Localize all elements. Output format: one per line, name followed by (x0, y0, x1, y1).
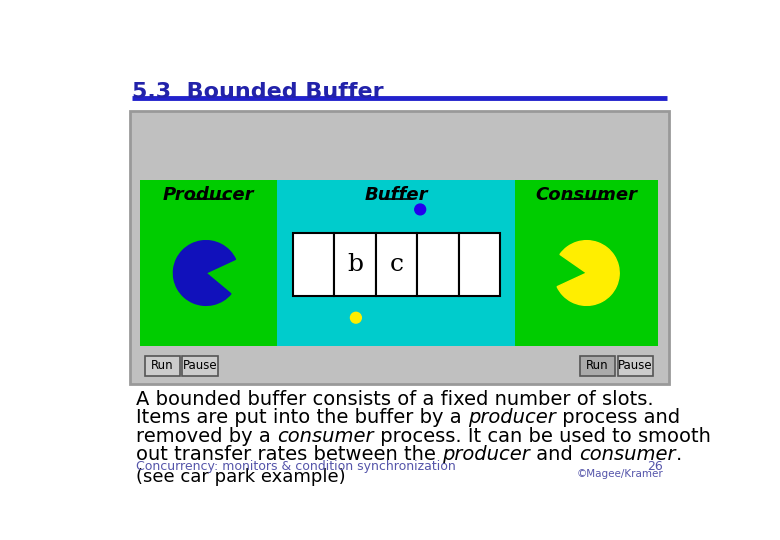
FancyBboxPatch shape (580, 356, 615, 376)
Text: 5.3  Bounded Buffer: 5.3 Bounded Buffer (133, 82, 384, 102)
Text: Buffer: Buffer (364, 186, 428, 205)
Text: consumer: consumer (579, 445, 675, 464)
FancyBboxPatch shape (618, 356, 653, 376)
FancyBboxPatch shape (182, 356, 218, 376)
Text: producer: producer (442, 445, 530, 464)
Bar (292, 233, 335, 296)
Circle shape (415, 204, 426, 215)
Text: consumer: consumer (277, 427, 374, 446)
Text: Items are put into the buffer by a: Items are put into the buffer by a (136, 408, 468, 427)
Text: Run: Run (586, 360, 608, 373)
Text: (see car park example): (see car park example) (136, 468, 346, 487)
Bar (335, 233, 376, 296)
Text: c: c (389, 253, 403, 276)
FancyBboxPatch shape (130, 111, 669, 384)
Text: Concurrency: monitors & condition synchronization: Concurrency: monitors & condition synchr… (136, 460, 456, 473)
Wedge shape (557, 241, 619, 305)
Text: process. It can be used to smooth: process. It can be used to smooth (374, 427, 711, 446)
FancyBboxPatch shape (516, 180, 658, 346)
Text: process and: process and (556, 408, 680, 427)
Circle shape (350, 312, 361, 323)
Text: Run: Run (151, 360, 174, 373)
FancyBboxPatch shape (278, 180, 516, 346)
Text: b: b (347, 253, 363, 276)
Bar (376, 233, 417, 296)
Text: Pause: Pause (618, 360, 653, 373)
Text: .: . (675, 445, 682, 464)
Text: producer: producer (468, 408, 556, 427)
Text: and: and (530, 445, 579, 464)
Bar (459, 233, 500, 296)
FancyBboxPatch shape (145, 356, 180, 376)
Text: ©Magee/Kramer: ©Magee/Kramer (576, 469, 663, 479)
Text: Consumer: Consumer (536, 186, 637, 205)
Text: A bounded buffer consists of a fixed number of slots.: A bounded buffer consists of a fixed num… (136, 390, 654, 409)
Bar (417, 233, 459, 296)
Text: 26: 26 (647, 460, 663, 473)
Text: out transfer rates between the: out transfer rates between the (136, 445, 442, 464)
Text: Producer: Producer (163, 186, 254, 205)
Text: removed by a: removed by a (136, 427, 277, 446)
Wedge shape (173, 241, 236, 305)
FancyBboxPatch shape (140, 180, 278, 346)
Text: Pause: Pause (183, 360, 217, 373)
